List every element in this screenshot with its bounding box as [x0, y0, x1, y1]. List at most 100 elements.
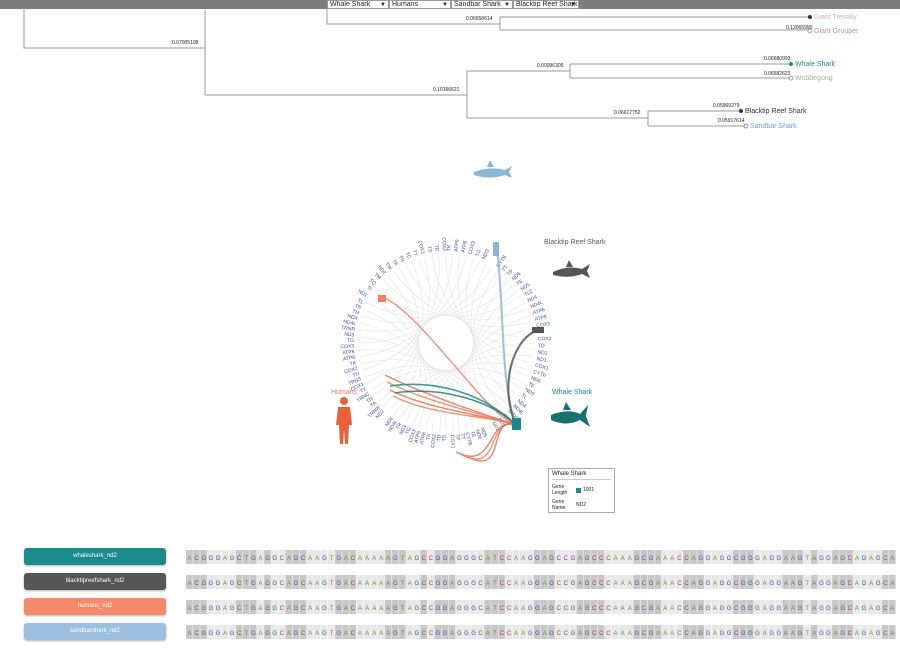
gene-label[interactable]: ND6	[530, 375, 542, 385]
species-dropdown-4[interactable]: Blacktip Reef Shark ▼	[513, 0, 579, 9]
gene-label[interactable]: COX1	[416, 240, 425, 255]
gene-label[interactable]: ND3	[481, 249, 491, 261]
gene-label[interactable]: ND1	[536, 356, 547, 364]
gene-label[interactable]: TRNS	[348, 376, 363, 387]
gene-label[interactable]: TY	[359, 386, 368, 395]
leaf-node[interactable]	[743, 123, 749, 129]
gene-label[interactable]: TE	[469, 431, 477, 439]
gene-label[interactable]: TS	[354, 303, 363, 311]
leaf-node[interactable]	[788, 75, 794, 81]
gene-label[interactable]: ATP8	[534, 314, 547, 323]
leaf-node[interactable]	[739, 109, 743, 113]
species-dropdown-3[interactable]: Sandbar Shark ▼	[451, 0, 513, 9]
gene-label[interactable]: ND2	[490, 421, 500, 433]
gene-label[interactable]: ND4L	[387, 419, 399, 433]
gene-label[interactable]: ATP6	[461, 240, 469, 253]
sequence-button-humans[interactable]: humans_nd2	[24, 598, 166, 615]
gene-label[interactable]: TRNR	[341, 325, 356, 333]
gene-label[interactable]: CYTB	[464, 432, 473, 447]
gene-label[interactable]: TW	[383, 261, 393, 271]
species-dropdown-1[interactable]: Whale Shark ▼	[327, 0, 389, 9]
ribbon-humans[interactable]	[386, 381, 517, 426]
gene-label[interactable]: TD	[436, 434, 442, 441]
gene-label[interactable]: TQ	[368, 278, 377, 287]
gene-label[interactable]: ND3	[398, 424, 408, 436]
gene-label[interactable]: COX3	[408, 428, 418, 443]
gene-label[interactable]: TG	[475, 249, 483, 258]
gene-label[interactable]: ND1	[357, 289, 369, 299]
gene-label[interactable]: TK	[446, 244, 452, 251]
gene-label[interactable]: TD	[538, 343, 545, 349]
gene-label[interactable]: ND6	[511, 271, 523, 282]
gene-node-blacktip[interactable]	[532, 327, 544, 333]
gene-label[interactable]: ATP6	[532, 307, 546, 317]
gene-label[interactable]: ND4	[527, 294, 539, 304]
gene-label[interactable]: COX3	[340, 343, 354, 350]
gene-label[interactable]: TK	[426, 432, 433, 440]
gene-label[interactable]: COX3	[468, 240, 478, 255]
gene-label[interactable]: TP	[454, 434, 461, 442]
sequence-button-blacktip[interactable]: blacktipreefshark_nd2	[24, 573, 166, 590]
gene-node-whale[interactable]	[512, 418, 521, 430]
gene-label[interactable]: COX3	[536, 321, 551, 329]
gene-label[interactable]: TI	[365, 285, 372, 292]
gene-label[interactable]: ND5	[479, 427, 488, 439]
gene-label[interactable]: TT	[501, 264, 510, 273]
gene-node-sandbar[interactable]	[493, 242, 499, 256]
gene-label[interactable]: TS	[426, 246, 433, 254]
gene-label[interactable]: TY	[411, 249, 419, 258]
gene-label[interactable]: ATP8	[453, 239, 460, 252]
gene-label[interactable]: TM	[373, 272, 382, 281]
gene-label[interactable]: TN	[365, 396, 374, 405]
gene-label[interactable]: ND4	[516, 398, 528, 409]
gene-label[interactable]: COX2	[430, 434, 438, 448]
gene-label[interactable]: TP	[506, 268, 515, 277]
gene-label[interactable]: ND5	[520, 282, 532, 293]
ribbon-humans[interactable]	[384, 297, 517, 426]
gene-label[interactable]: COX2	[441, 237, 447, 251]
leaf-label-giant-grouper[interactable]: Giant Grouper	[814, 28, 859, 35]
gene-label[interactable]: TG	[405, 426, 413, 435]
gene-label[interactable]: TL	[520, 393, 528, 401]
gene-label[interactable]: ND3	[344, 332, 355, 339]
gene-label[interactable]: ND3	[496, 417, 507, 429]
gene-label[interactable]: ND4	[347, 314, 358, 322]
leaf-label-wobbegong[interactable]: Wobbegong	[795, 75, 833, 82]
gene-label[interactable]: TL2	[523, 289, 534, 299]
gene-label[interactable]: CYTb	[532, 369, 546, 379]
gene-label[interactable]: ND4L	[530, 300, 544, 310]
gene-label[interactable]: COX1	[449, 435, 456, 449]
gene-label[interactable]: TA	[391, 259, 400, 268]
gene-label[interactable]: COX1	[534, 363, 549, 372]
species-dropdown-2[interactable]: Humans ▼	[389, 0, 451, 9]
ribbon-blacktip[interactable]	[507, 329, 539, 426]
gene-label[interactable]: TD	[433, 245, 440, 253]
gene-label[interactable]: TL	[356, 298, 364, 306]
gene-label[interactable]: ND6	[474, 429, 483, 441]
gene-label[interactable]: ND4L	[343, 319, 357, 327]
gene-label[interactable]: TK	[349, 360, 357, 367]
gene-label[interactable]: ND2	[376, 265, 387, 277]
gene-label[interactable]: ND2	[375, 409, 386, 421]
ribbon-humans[interactable]	[467, 423, 517, 462]
gene-label[interactable]: ND2	[537, 350, 548, 357]
gene-label[interactable]: COX1	[350, 381, 365, 393]
gene-label[interactable]: ATP6	[342, 349, 355, 356]
gene-label[interactable]: TE	[515, 278, 524, 287]
gene-label[interactable]: TE	[527, 381, 536, 390]
gene-label[interactable]: TD	[352, 371, 361, 379]
gene-label[interactable]: ND4	[384, 416, 395, 428]
gene-node-humans[interactable]	[378, 295, 386, 302]
gene-label[interactable]: ND5	[524, 387, 536, 397]
gene-label[interactable]: COX2	[344, 366, 359, 376]
ribbon-humans[interactable]	[392, 395, 517, 426]
gene-label[interactable]: ATP8	[343, 355, 356, 363]
gene-label[interactable]: COX2	[538, 336, 552, 342]
ribbon-whale[interactable]	[394, 390, 517, 426]
gene-label[interactable]: TH	[352, 309, 361, 317]
leaf-label-sandbar-shark[interactable]: Sandbar Shark	[750, 123, 797, 130]
leaf-label-whale-shark[interactable]: Whale Shark	[795, 61, 836, 68]
gene-label[interactable]: TR	[395, 421, 404, 430]
gene-label[interactable]: ATP6	[413, 430, 422, 444]
leaf-label-giant-trevally[interactable]: Giant Trevally	[814, 14, 857, 21]
